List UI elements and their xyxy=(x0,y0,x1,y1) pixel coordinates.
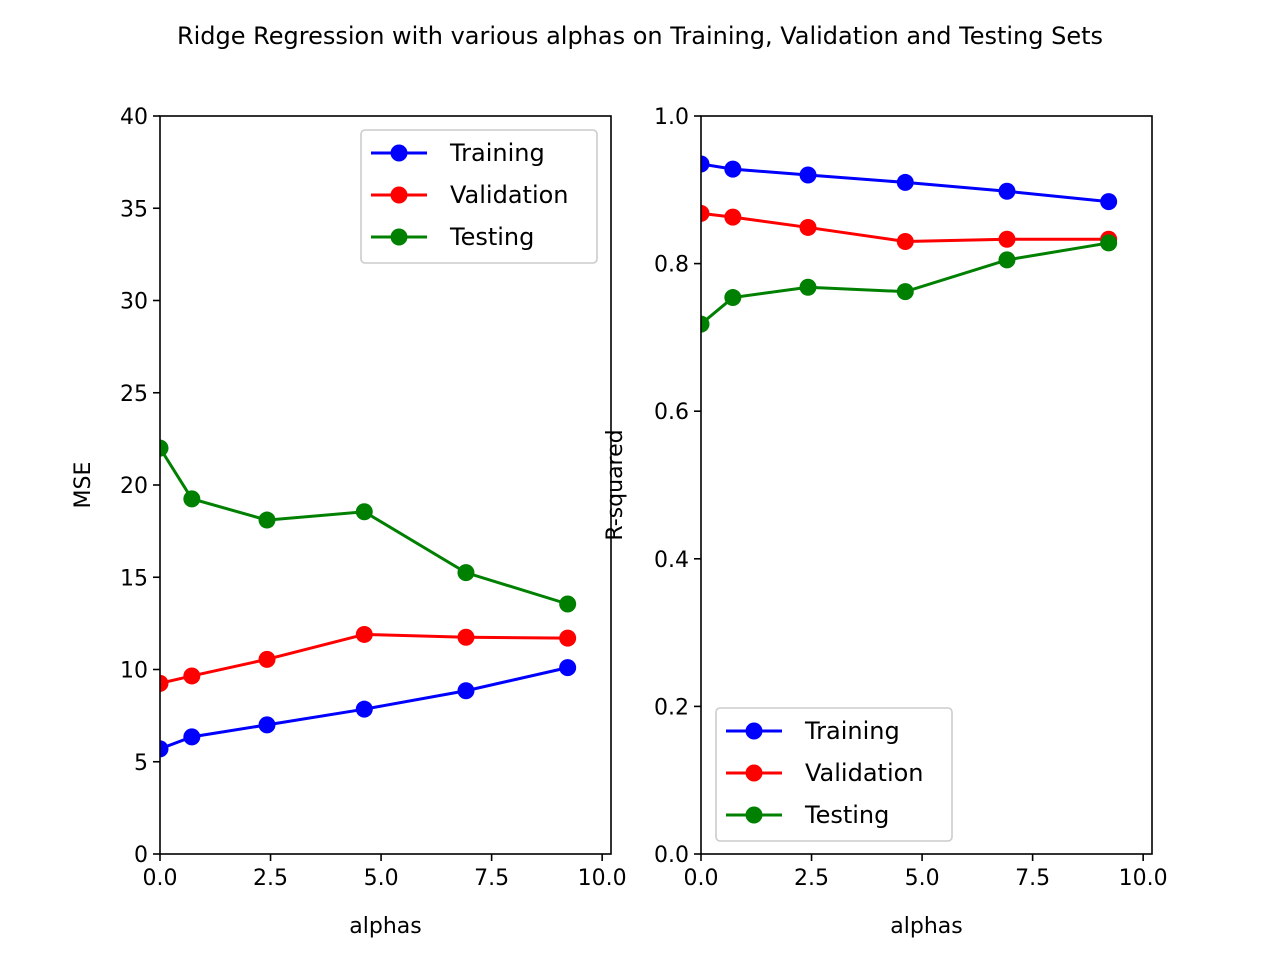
testing-line xyxy=(160,447,569,606)
x-tick-label: 0.0 xyxy=(684,866,719,891)
mse-chart: 0.0 2.5 5.0 7.5 10.0 0 5 10 15 20 25 30 35 40 alphas MS… xyxy=(71,105,627,939)
validation-point xyxy=(724,208,742,226)
x-axis-label: alphas xyxy=(349,914,421,939)
testing-point xyxy=(355,503,373,521)
x-tick-label: 0.0 xyxy=(143,866,178,891)
legend-validation-label: Validation xyxy=(450,181,569,209)
testing-point xyxy=(183,490,201,508)
training-point xyxy=(355,700,373,718)
y-tick-label: 0.6 xyxy=(654,400,689,425)
training-point xyxy=(701,155,710,173)
legend-testing-marker xyxy=(390,228,408,246)
legend: Training Validation Testing xyxy=(715,707,953,842)
x-tick-label: 5.0 xyxy=(364,866,399,891)
x-tick-label: 10.0 xyxy=(578,866,627,891)
x-axis-label: alphas xyxy=(890,914,962,939)
validation-point xyxy=(799,218,817,236)
validation-point xyxy=(701,204,710,222)
x-tick-label: 7.5 xyxy=(1015,866,1050,891)
testing-point xyxy=(559,595,577,613)
training-point xyxy=(457,682,475,700)
testing-series xyxy=(160,439,577,613)
y-axis-label: R-squared xyxy=(603,429,628,540)
training-point xyxy=(799,166,817,184)
training-point xyxy=(998,182,1016,200)
validation-point xyxy=(183,667,201,685)
x-tick-label: 7.5 xyxy=(474,866,509,891)
y-tick-label: 20 xyxy=(120,474,148,499)
testing-point xyxy=(457,564,475,582)
legend-training-label: Training xyxy=(804,717,900,745)
validation-point xyxy=(998,230,1016,248)
y-axis-label: MSE xyxy=(71,462,96,509)
x-tick-label: 5.0 xyxy=(905,866,940,891)
r-squared-chart: 0.0 2.5 5.0 7.5 10.0 0.0 0.2 0.4 0.6 0.8 1.0 alphas… xyxy=(603,105,1168,939)
training-point xyxy=(724,160,742,178)
legend-testing-marker xyxy=(745,806,763,824)
legend-validation-marker xyxy=(745,764,763,782)
training-point xyxy=(896,173,914,191)
legend-training-label: Training xyxy=(449,139,545,167)
x-tick-label: 10.0 xyxy=(1119,866,1168,891)
y-tick-label: 0.2 xyxy=(654,695,689,720)
testing-point xyxy=(896,283,914,301)
testing-point xyxy=(701,315,710,333)
y-tick-label: 0.8 xyxy=(654,253,689,278)
training-point xyxy=(559,659,577,677)
legend-validation-marker xyxy=(390,186,408,204)
y-tick-label: 0.0 xyxy=(654,843,689,868)
training-point xyxy=(1100,193,1118,211)
training-series xyxy=(701,155,1118,211)
legend-training-marker xyxy=(745,722,763,740)
validation-point xyxy=(457,628,475,646)
validation-point xyxy=(559,629,577,647)
axes-frame xyxy=(700,115,1153,855)
validation-series xyxy=(701,204,1118,250)
validation-series xyxy=(160,625,577,692)
y-tick-label: 10 xyxy=(120,659,148,684)
y-tick-label: 1.0 xyxy=(654,105,689,130)
legend-validation-label: Validation xyxy=(805,759,924,787)
training-point xyxy=(258,716,276,734)
testing-point xyxy=(998,251,1016,269)
x-tick-label: 2.5 xyxy=(794,866,829,891)
testing-point xyxy=(160,439,169,457)
y-tick-label: 5 xyxy=(134,751,148,776)
validation-point xyxy=(896,232,914,250)
testing-point xyxy=(1100,234,1118,252)
y-tick-label: 15 xyxy=(120,566,148,591)
y-tick-label: 30 xyxy=(120,290,148,315)
legend-testing-label: Testing xyxy=(804,801,889,829)
y-tick-label: 40 xyxy=(120,105,148,130)
legend-box xyxy=(715,707,953,842)
validation-point xyxy=(258,650,276,668)
training-point xyxy=(183,728,201,746)
testing-point xyxy=(258,511,276,529)
legend: Training Validation Testing xyxy=(360,129,598,264)
legend-box xyxy=(360,129,598,264)
testing-series xyxy=(701,234,1118,333)
testing-point xyxy=(799,278,817,296)
y-tick-label: 25 xyxy=(120,382,148,407)
testing-point xyxy=(724,289,742,307)
training-series xyxy=(160,659,577,758)
validation-point xyxy=(160,674,169,692)
validation-point xyxy=(355,625,373,643)
legend-training-marker xyxy=(390,144,408,162)
training-point xyxy=(160,740,169,758)
y-tick-label: 35 xyxy=(120,197,148,222)
figure-title: Ridge Regression with various alphas on … xyxy=(177,22,1103,50)
legend-testing-label: Testing xyxy=(449,223,534,251)
y-tick-label: 0 xyxy=(134,843,148,868)
x-tick-label: 2.5 xyxy=(253,866,288,891)
y-tick-label: 0.4 xyxy=(654,548,689,573)
